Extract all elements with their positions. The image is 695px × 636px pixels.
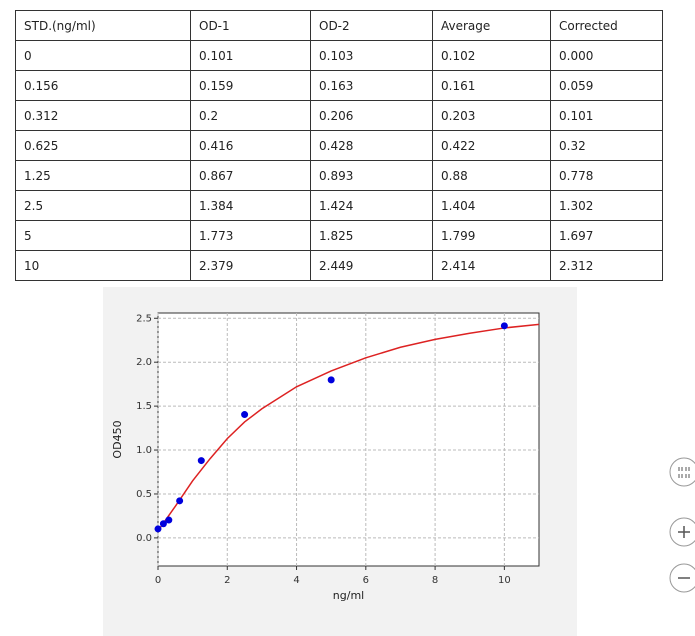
table-cell: 0.101 [190,40,311,71]
table-cell: 0.88 [432,160,551,191]
table-row: 0 0.101 0.103 0.102 0.000 [15,40,663,71]
fit-icon [678,467,690,478]
table-row: 10 2.379 2.449 2.414 2.312 [15,250,663,281]
table-cell: 2.449 [310,250,433,281]
x-tick-label: 10 [498,575,511,586]
table-cell: 0.416 [190,130,311,161]
fit-curve [157,323,540,532]
table-cell: 0.163 [310,70,433,101]
table-cell: 1.302 [550,190,663,221]
x-tick-label: 4 [293,575,299,586]
table-cell: 2.312 [550,250,663,281]
table-row: STD.(ng/ml) OD-1 OD-2 Average Corrected [15,10,663,41]
data-point [159,520,167,528]
table-cell: Corrected [550,10,663,41]
x-axis-label: ng/ml [333,589,364,602]
data-point [500,322,508,330]
table-cell: OD-1 [190,10,311,41]
table-cell: 10 [15,250,191,281]
fit-button[interactable] [669,457,695,487]
y-axis-label: OD450 [111,420,124,458]
y-tick-label: 2.0 [136,357,152,368]
y-tick-label: 1.5 [136,401,152,412]
table-cell: 0.161 [432,70,551,101]
plus-icon [678,526,690,538]
plot-area [157,312,540,567]
y-tick-label: 2.5 [136,313,152,324]
x-tick-label: 0 [155,575,161,586]
table-row: 5 1.773 1.825 1.799 1.697 [15,220,663,251]
y-tick-label: 0.5 [136,489,152,500]
table-cell: 2.5 [15,190,191,221]
y-tick-label: 1.0 [136,445,152,456]
data-point [176,497,184,505]
table-cell: 1.825 [310,220,433,251]
y-tick-label: 0.0 [136,533,152,544]
data-table: STD.(ng/ml) OD-1 OD-2 Average Corrected 0 0.10… [15,10,663,281]
table-cell: 0.778 [550,160,663,191]
x-tick-label: 8 [432,575,438,586]
data-point [154,525,162,533]
table-cell: STD.(ng/ml) [15,10,191,41]
table-row: 0.312 0.2 0.206 0.203 0.101 [15,100,663,131]
zoom-buttons [669,457,695,593]
table-cell: 2.414 [432,250,551,281]
table-cell: 2.379 [190,250,311,281]
data-point [327,376,335,384]
table-cell: 0.422 [432,130,551,161]
data-point [165,516,173,524]
table-cell: 0.867 [190,160,311,191]
data-point [197,457,205,465]
table-cell: 0.103 [310,40,433,71]
x-tick-label: 6 [363,575,369,586]
x-tick-label: 2 [224,575,230,586]
table-cell: 0.312 [15,100,191,131]
table-cell: 1.697 [550,220,663,251]
data-point [241,411,249,419]
table-cell: Average [432,10,551,41]
table-cell: 0.206 [310,100,433,131]
table-cell: 0.203 [432,100,551,131]
